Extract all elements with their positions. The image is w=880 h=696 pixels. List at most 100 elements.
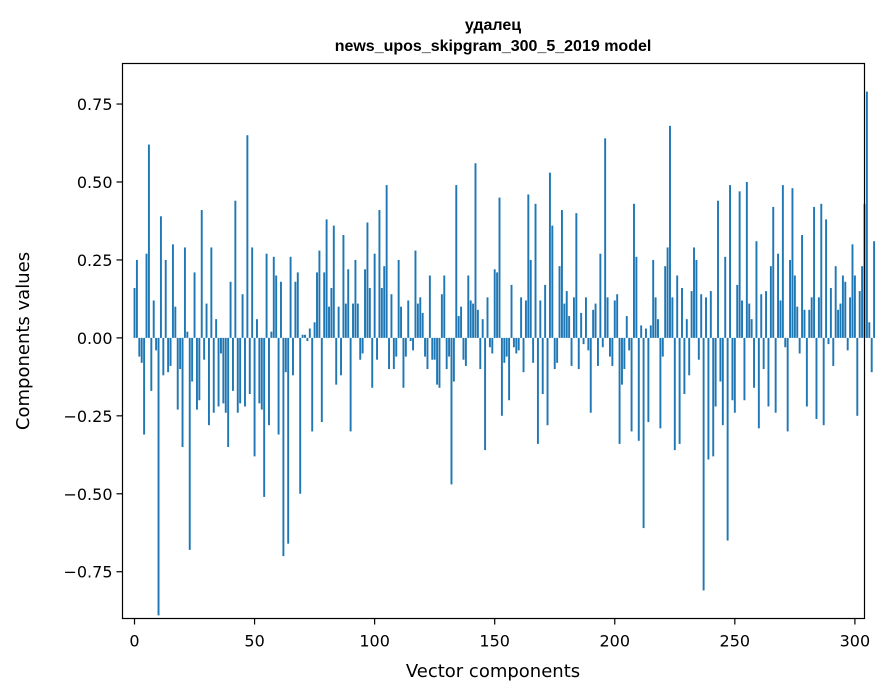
bar-236 (700, 294, 703, 338)
bar-104 (383, 266, 386, 338)
bar-153 (500, 337, 503, 416)
bar-33 (212, 337, 215, 413)
bar-42 (234, 200, 237, 338)
y-tick-label-2: 0.25 (77, 251, 113, 270)
bar-213 (645, 328, 647, 338)
bar-71 (304, 334, 306, 338)
bar-123 (428, 275, 431, 338)
bar-181 (568, 316, 571, 338)
bar-64 (287, 337, 290, 544)
bar-66 (292, 337, 294, 376)
bar-6 (147, 144, 150, 338)
bar-158 (512, 337, 515, 348)
bar-274 (791, 188, 794, 338)
bar-231 (688, 337, 691, 376)
bar-266 (772, 206, 775, 338)
bar-299 (851, 244, 854, 338)
bar-276 (796, 306, 799, 338)
bar-307 (870, 337, 873, 373)
bar-43 (236, 337, 239, 413)
bar-144 (479, 337, 482, 370)
x-tick-label-1: 50 (244, 632, 264, 651)
bar-143 (476, 309, 479, 338)
bar-205 (625, 316, 628, 338)
bar-129 (443, 275, 446, 338)
bar-101 (376, 337, 378, 360)
bar-34 (215, 319, 218, 338)
bar-159 (515, 337, 518, 354)
bar-297 (846, 337, 849, 351)
bar-222 (666, 247, 669, 338)
bar-234 (695, 259, 698, 338)
bar-256 (748, 303, 751, 338)
bar-201 (616, 294, 619, 338)
bar-177 (558, 266, 561, 338)
bar-23 (188, 337, 191, 550)
bar-25 (193, 272, 196, 338)
bar-0 (133, 287, 136, 338)
y-tick-label-4: −0.25 (63, 407, 112, 426)
bar-191 (592, 309, 595, 338)
bar-67 (294, 281, 297, 338)
bar-86 (340, 337, 342, 376)
bar-72 (306, 337, 309, 341)
bar-251 (736, 284, 739, 338)
bar-142 (474, 163, 477, 338)
bar-291 (832, 337, 835, 366)
bar-47 (246, 135, 249, 338)
bar-154 (503, 337, 506, 363)
bar-88 (344, 303, 347, 338)
bar-103 (380, 287, 383, 338)
bar-65 (289, 256, 292, 338)
bar-83 (332, 225, 335, 338)
bar-267 (774, 337, 777, 413)
bar-260 (757, 337, 760, 429)
bar-140 (469, 300, 472, 338)
bar-215 (649, 325, 652, 338)
bar-82 (330, 287, 333, 338)
y-tick-label-3: 0.00 (77, 329, 113, 348)
bar-59 (275, 275, 278, 338)
bar-146 (484, 337, 487, 451)
bar-111 (400, 306, 403, 338)
bar-225 (673, 337, 676, 451)
bar-186 (580, 312, 583, 338)
bar-8 (152, 300, 155, 338)
bar-53 (260, 337, 263, 410)
y-axis-ticks: 0.75 0.50 0.25 0.00 −0.25 −0.50 −0.75 (63, 95, 123, 582)
bar-41 (232, 337, 234, 391)
bar-2 (138, 337, 141, 357)
bar-284 (815, 337, 818, 419)
bar-210 (637, 337, 640, 441)
bar-246 (724, 256, 727, 338)
bar-148 (488, 337, 491, 348)
bar-212 (642, 337, 645, 529)
bar-166 (532, 337, 535, 363)
bar-127 (438, 337, 441, 388)
bar-178 (560, 210, 563, 338)
bar-156 (508, 337, 511, 401)
bar-242 (714, 337, 717, 407)
bar-167 (534, 203, 537, 338)
bar-199 (611, 337, 614, 366)
bar-102 (378, 210, 381, 338)
bar-250 (733, 337, 736, 413)
bar-20 (181, 337, 184, 448)
bar-279 (803, 309, 806, 338)
chart-subtitle: news_upos_skipgram_300_5_2019 model (335, 38, 652, 55)
bar-185 (577, 337, 580, 370)
bar-264 (767, 337, 770, 407)
bar-18 (176, 337, 179, 410)
bar-257 (750, 319, 753, 338)
bar-107 (390, 294, 393, 338)
bar-253 (741, 300, 743, 338)
bar-58 (272, 256, 275, 338)
bar-151 (496, 272, 499, 338)
x-tick-label-2: 100 (359, 632, 390, 651)
bar-289 (827, 337, 830, 345)
bar-97 (366, 222, 369, 338)
bar-27 (198, 337, 201, 401)
bar-270 (781, 185, 784, 338)
bar-160 (517, 337, 520, 351)
